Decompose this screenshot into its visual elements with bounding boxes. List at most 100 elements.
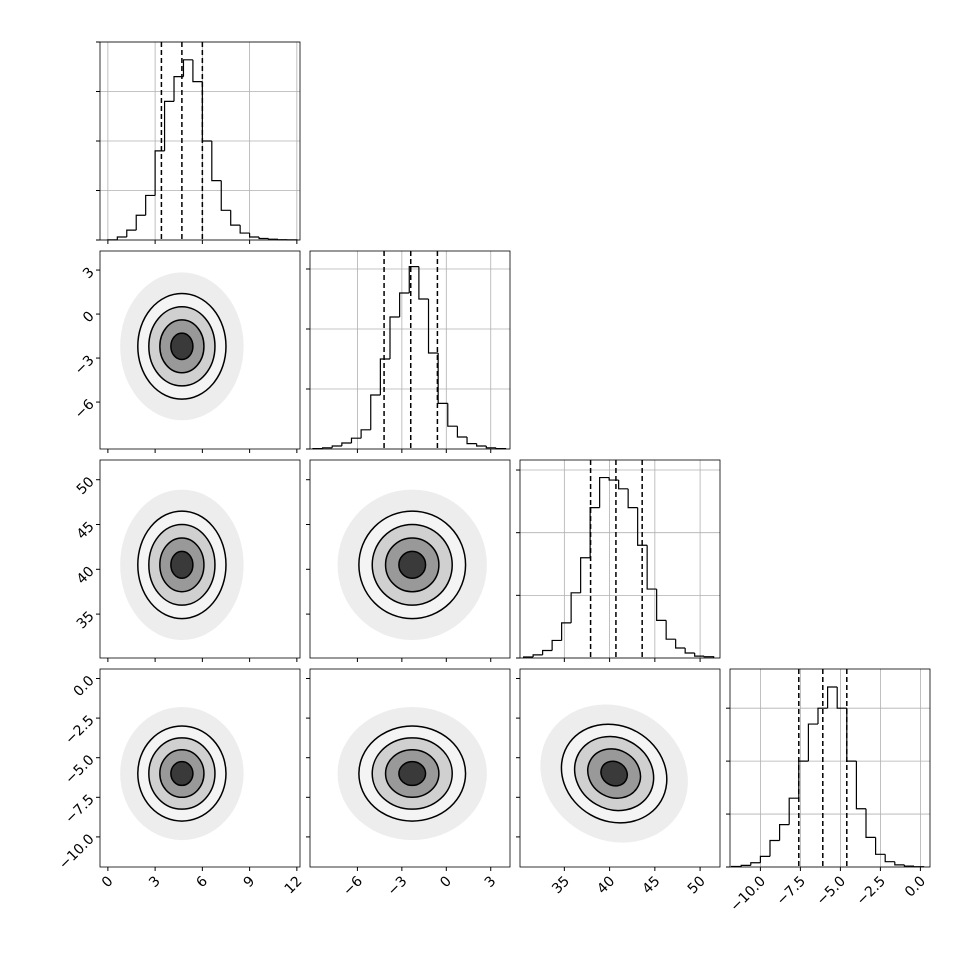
histogram-bin — [379, 358, 390, 395]
histogram-bin — [656, 589, 667, 622]
histogram-bin — [418, 266, 429, 300]
density — [337, 489, 487, 641]
histogram-bin — [542, 649, 553, 655]
panel: 0 3 6 9 12 −10.0 −7.5 −5.0 −2.5 0.0 — [56, 668, 306, 897]
panel-frame — [519, 668, 721, 868]
x-tick-label: 45 — [640, 873, 664, 897]
histogram-bin — [894, 861, 905, 866]
x-tick-label: 0 — [99, 873, 117, 891]
contour — [398, 760, 427, 787]
panel — [96, 41, 301, 244]
histogram-bin — [211, 141, 222, 182]
histogram-bin — [135, 214, 146, 231]
x-tick-label: −6 — [340, 873, 366, 899]
density — [120, 489, 244, 641]
panel: −6 −3 0 3 — [72, 250, 301, 453]
x-tick-label: 6 — [193, 873, 211, 891]
histogram-bin — [341, 442, 352, 446]
contour — [170, 332, 194, 361]
y-tick-label: 0.0 — [71, 673, 98, 700]
histogram-bin — [182, 59, 193, 77]
histogram-bin — [370, 394, 381, 430]
density — [540, 704, 688, 843]
histogram-bin — [192, 59, 203, 83]
panel — [306, 250, 511, 453]
histogram-bin — [570, 592, 581, 623]
contour — [600, 760, 629, 787]
x-tick-label: −2.5 — [854, 873, 889, 908]
x-tick-label: 3 — [146, 873, 164, 891]
panel-frame — [99, 41, 301, 241]
histogram-bin — [239, 225, 250, 234]
x-tick-label: 50 — [685, 873, 709, 897]
histogram-bin — [321, 447, 333, 449]
histogram-bin — [769, 839, 780, 857]
x-tick-label: 9 — [241, 873, 259, 891]
histogram-bin — [126, 229, 137, 238]
histogram-bin — [230, 210, 241, 226]
panel-frame — [309, 250, 511, 450]
histogram-bin — [145, 194, 156, 216]
y-tick-label: −3 — [72, 352, 98, 378]
panel-frame — [99, 668, 301, 868]
y-tick-label: −7.5 — [62, 792, 97, 827]
panel-frame — [99, 459, 301, 659]
histogram-bin — [476, 443, 487, 447]
histogram-bin — [817, 707, 828, 725]
y-tick-label: −5.0 — [62, 752, 97, 787]
histogram-bin — [360, 429, 371, 439]
histogram-bin — [675, 639, 686, 649]
histogram-bin — [875, 837, 886, 855]
histogram-bin — [608, 477, 619, 481]
histogram-bin — [532, 654, 543, 657]
x-tick-label: −7.5 — [774, 873, 809, 908]
panel-frame — [729, 668, 931, 868]
x-tick-label: 35 — [549, 873, 573, 897]
histogram-bin — [456, 426, 468, 438]
histogram-bin — [779, 824, 790, 841]
histogram-bin — [703, 656, 715, 658]
histogram-bin — [637, 507, 648, 546]
y-tick-label: 40 — [74, 564, 98, 588]
density — [337, 707, 487, 841]
histogram-bin — [580, 557, 591, 593]
panel: 35 40 45 50 — [516, 668, 721, 897]
y-tick-label: 0 — [80, 308, 98, 326]
histogram-bin — [173, 76, 184, 102]
histogram-bin — [740, 864, 751, 867]
histogram-bin — [627, 488, 638, 509]
histogram-bin — [485, 446, 496, 449]
histogram-bin — [846, 708, 857, 762]
histogram-bin — [408, 266, 419, 293]
histogram-bin — [116, 236, 127, 240]
x-tick-label: 0 — [437, 873, 455, 891]
histogram-bin — [884, 854, 895, 863]
y-tick-label: 3 — [80, 264, 98, 282]
histogram-bin — [350, 437, 362, 443]
y-tick-label: 50 — [74, 474, 98, 498]
histogram-bin — [665, 620, 676, 640]
x-tick-label: −5.0 — [814, 873, 849, 908]
x-tick-label: 0.0 — [902, 873, 929, 900]
y-tick-label: −2.5 — [62, 712, 97, 747]
histogram-bin — [447, 403, 458, 427]
contour — [170, 760, 194, 787]
histogram-bin — [389, 316, 400, 359]
histogram-bin — [827, 686, 838, 709]
histogram-bin — [163, 100, 175, 151]
panel-frame — [519, 459, 721, 659]
histogram-bin — [684, 647, 695, 654]
histogram-bin — [201, 81, 212, 142]
histogram-bin — [750, 862, 761, 866]
contour — [170, 550, 194, 580]
x-tick-label: 3 — [482, 873, 500, 891]
histogram-bin — [855, 761, 866, 810]
density — [120, 707, 244, 841]
panel — [516, 459, 721, 662]
histogram-bin — [427, 299, 439, 354]
y-tick-label: −10.0 — [56, 831, 98, 873]
histogram-bin — [267, 238, 278, 240]
panel: −10.0 −7.5 −5.0 −2.5 0.0 — [726, 668, 931, 915]
contour — [398, 550, 427, 580]
histogram-bin — [618, 480, 629, 490]
